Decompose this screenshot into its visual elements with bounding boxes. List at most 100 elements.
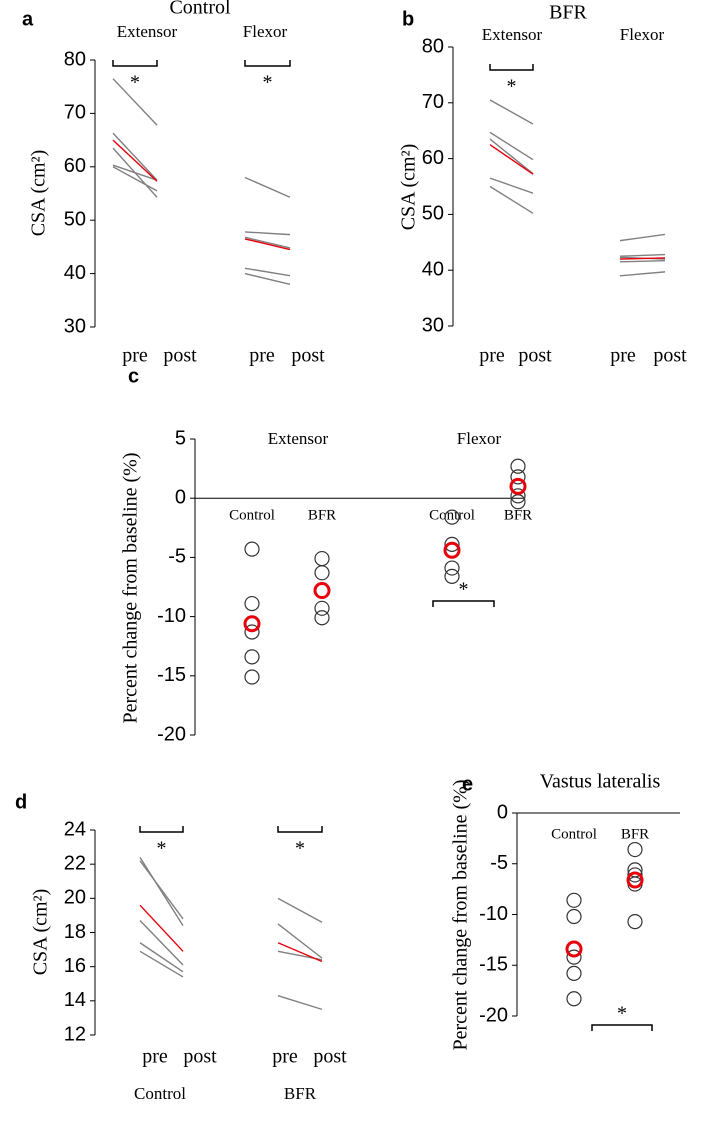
- y-tick-label: 18: [64, 921, 86, 943]
- x-tick-label: post: [518, 345, 552, 367]
- subject-point: [566, 949, 582, 965]
- subject-point: [314, 610, 330, 626]
- subject-point: [566, 892, 582, 908]
- subject-line: [489, 185, 534, 214]
- subject-point: [314, 550, 330, 567]
- y-tick-label: 50: [64, 208, 86, 230]
- subject-line: [277, 995, 323, 1011]
- subject-line: [139, 856, 184, 927]
- y-tick-label: -10: [479, 903, 508, 925]
- x-tick-label: post: [653, 345, 687, 367]
- category-label: BFR: [308, 507, 336, 523]
- panel-label: d: [15, 791, 27, 813]
- mean-point: [313, 582, 331, 600]
- category-label: Control: [429, 507, 475, 523]
- significance-mark: *: [130, 72, 140, 94]
- mean-point: [626, 871, 644, 889]
- subject-line: [277, 897, 323, 923]
- subject-line: [244, 267, 291, 277]
- y-tick-label: -10: [157, 605, 186, 627]
- y-axis-label: CSA (cm²): [30, 889, 52, 976]
- y-tick-label: 50: [422, 203, 444, 225]
- significance-mark: *: [263, 72, 273, 94]
- x-tick-label: pre: [479, 345, 505, 367]
- subject-line: [619, 271, 666, 277]
- subject-line: [139, 904, 184, 952]
- significance-mark: *: [295, 838, 305, 860]
- y-tick-label: 60: [64, 155, 86, 177]
- y-tick-label: -15: [157, 664, 186, 686]
- y-tick-label: 20: [64, 887, 86, 909]
- significance-bracket: [139, 826, 184, 833]
- panel-title: Control: [169, 0, 231, 19]
- group-label: Flexor: [243, 22, 288, 41]
- subject-line: [619, 257, 666, 260]
- subject-point: [627, 867, 643, 883]
- subject-point: [244, 649, 260, 665]
- significance-mark: *: [507, 76, 517, 98]
- group-label: BFR: [284, 1084, 317, 1103]
- y-tick-label: 30: [422, 314, 444, 336]
- subject-point: [244, 624, 260, 640]
- subject-line: [112, 166, 158, 192]
- subject-line: [139, 860, 184, 920]
- subject-point: [444, 560, 460, 576]
- subject-point: [627, 914, 643, 930]
- subject-point: [244, 541, 260, 557]
- y-tick-label: 30: [64, 315, 86, 337]
- group-label: Flexor: [457, 429, 502, 448]
- subject-line: [139, 920, 184, 966]
- x-tick-label: pre: [272, 1046, 298, 1068]
- significance-mark: *: [459, 579, 469, 601]
- category-label: Control: [551, 826, 597, 842]
- x-tick-label: pre: [122, 345, 148, 367]
- group-label: Extensor: [268, 429, 329, 448]
- y-tick-label: 5: [175, 427, 186, 449]
- subject-point: [566, 965, 582, 981]
- subject-line: [112, 139, 158, 182]
- subject-line: [139, 942, 184, 973]
- y-tick-label: 14: [64, 989, 86, 1011]
- y-tick-label: 24: [64, 818, 86, 840]
- y-tick-label: 16: [64, 955, 86, 977]
- y-tick-label: -20: [479, 1004, 508, 1026]
- x-tick-label: post: [313, 1046, 347, 1068]
- mean-point: [243, 615, 261, 633]
- y-axis-label: CSA (cm²): [398, 144, 420, 231]
- y-tick-label: -5: [490, 852, 508, 874]
- significance-bracket: [432, 600, 495, 607]
- y-axis-label: Percent change from baseline (%): [120, 453, 142, 724]
- significance-bracket: [591, 1024, 653, 1031]
- subject-point: [244, 595, 260, 612]
- significance-mark: *: [157, 838, 167, 860]
- mean-point: [509, 477, 527, 495]
- y-tick-label: -15: [479, 954, 508, 976]
- y-tick-label: 60: [422, 147, 444, 169]
- panel-label: a: [22, 8, 34, 30]
- significance-mark: *: [617, 1003, 627, 1025]
- y-tick-label: 40: [422, 258, 444, 280]
- subject-point: [314, 600, 330, 616]
- mean-point: [565, 940, 583, 958]
- y-tick-label: 40: [64, 262, 86, 284]
- category-label: BFR: [504, 507, 532, 523]
- category-label: BFR: [621, 826, 649, 842]
- subject-line: [619, 260, 666, 263]
- y-tick-label: 70: [422, 91, 444, 113]
- group-label: Control: [134, 1084, 186, 1103]
- subject-point: [566, 991, 582, 1007]
- subject-line: [244, 272, 291, 285]
- subject-line: [112, 164, 158, 181]
- significance-bracket: [489, 64, 534, 71]
- panel-label: b: [402, 8, 414, 30]
- subject-line: [489, 144, 534, 175]
- subject-point: [627, 841, 643, 858]
- x-tick-label: post: [291, 345, 325, 367]
- y-tick-label: 0: [175, 486, 186, 508]
- subject-line: [244, 236, 291, 249]
- subject-point: [244, 669, 260, 685]
- y-tick-label: -20: [157, 723, 186, 745]
- subject-line: [244, 238, 291, 251]
- subject-point: [510, 469, 526, 485]
